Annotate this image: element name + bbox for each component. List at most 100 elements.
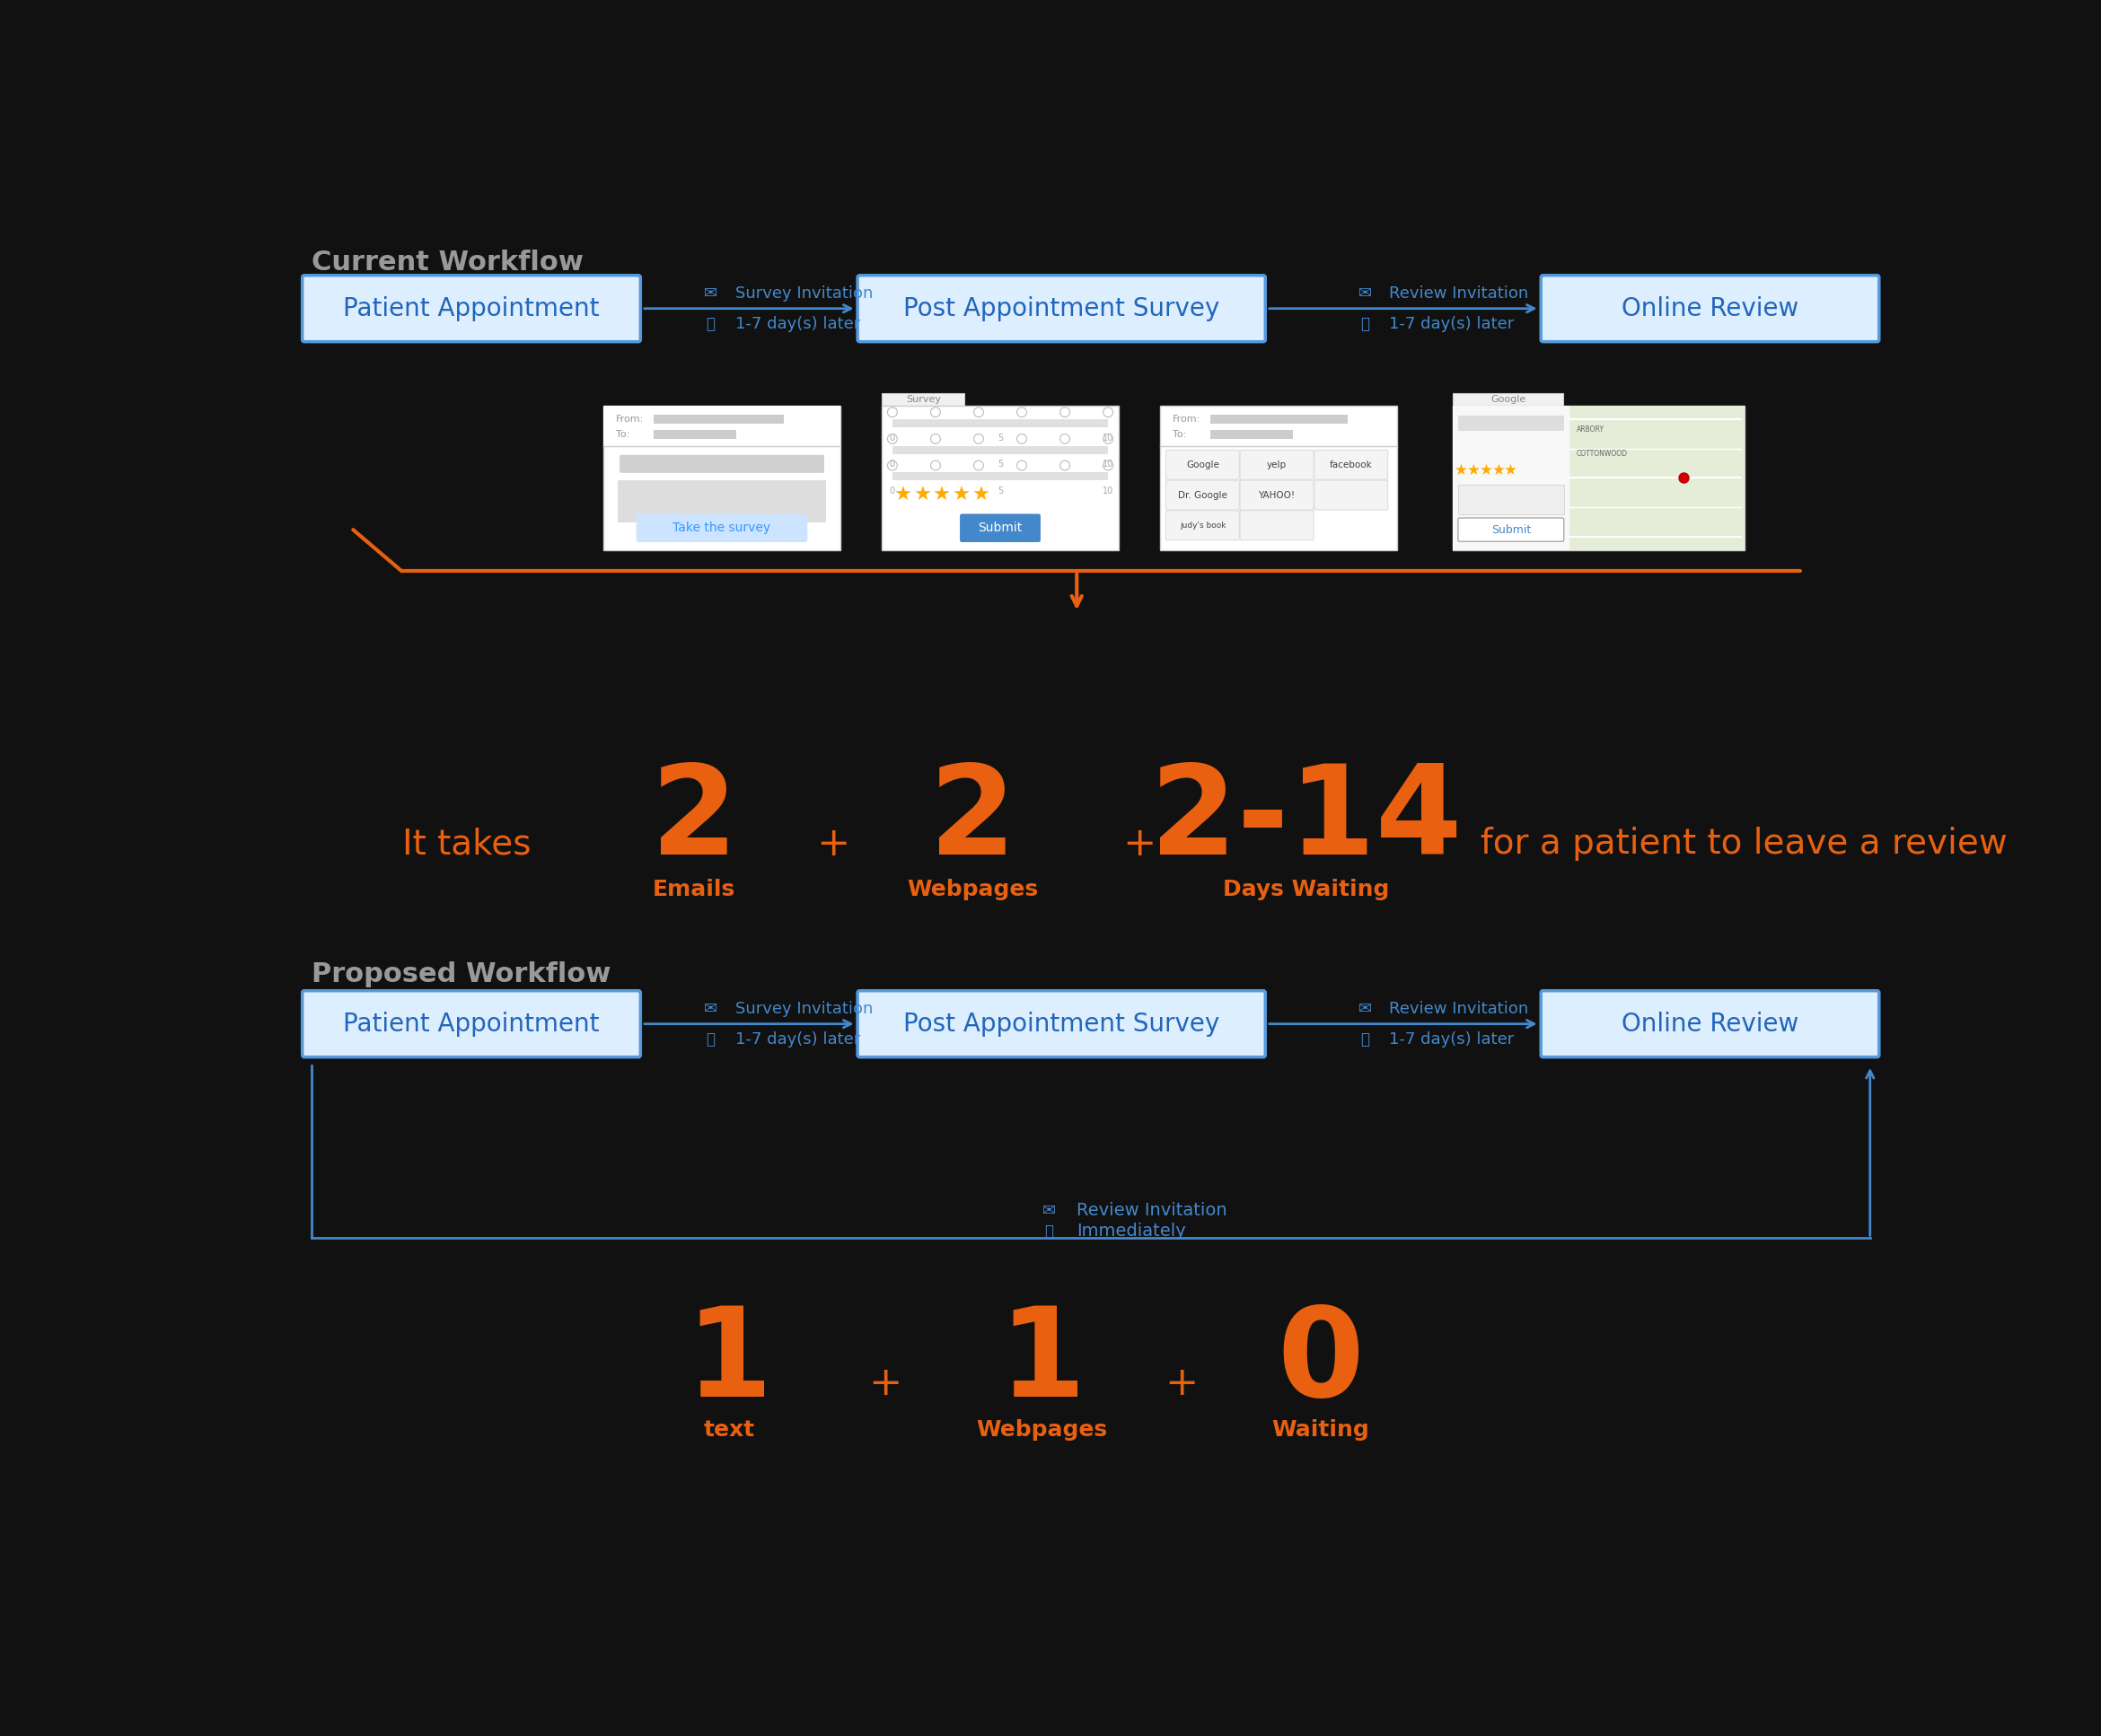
FancyBboxPatch shape: [1458, 415, 1563, 431]
Text: Survey: Survey: [906, 394, 941, 403]
Text: for a patient to leave a review: for a patient to leave a review: [1481, 826, 2006, 861]
Text: Emails: Emails: [653, 878, 735, 899]
Text: 0: 0: [1277, 1302, 1364, 1424]
FancyBboxPatch shape: [1315, 450, 1389, 479]
Text: +: +: [817, 825, 851, 863]
Text: ★: ★: [914, 486, 931, 503]
FancyBboxPatch shape: [1540, 276, 1878, 342]
FancyBboxPatch shape: [1240, 450, 1313, 479]
Text: 0: 0: [889, 434, 895, 443]
Text: ✉: ✉: [704, 285, 719, 302]
Text: From:: From:: [1172, 415, 1202, 424]
Text: YAHOO!: YAHOO!: [1258, 491, 1296, 500]
FancyBboxPatch shape: [620, 455, 824, 472]
Text: Post Appointment Survey: Post Appointment Survey: [903, 295, 1219, 321]
FancyBboxPatch shape: [303, 991, 641, 1057]
Text: Submit: Submit: [979, 521, 1023, 535]
FancyBboxPatch shape: [1315, 481, 1389, 510]
FancyBboxPatch shape: [1458, 484, 1563, 514]
Text: Google: Google: [1490, 394, 1525, 403]
Text: Patient Appointment: Patient Appointment: [342, 1012, 599, 1036]
FancyBboxPatch shape: [960, 514, 1040, 542]
Text: 2: 2: [929, 759, 1015, 880]
FancyBboxPatch shape: [1166, 510, 1240, 540]
Text: ★: ★: [1504, 462, 1517, 479]
FancyBboxPatch shape: [882, 404, 1118, 550]
FancyBboxPatch shape: [303, 276, 641, 342]
Text: Webpages: Webpages: [908, 878, 1038, 899]
Text: 1-7 day(s) later: 1-7 day(s) later: [1389, 1031, 1515, 1047]
FancyBboxPatch shape: [1210, 431, 1294, 439]
FancyBboxPatch shape: [1452, 392, 1563, 404]
FancyBboxPatch shape: [1210, 415, 1347, 424]
FancyBboxPatch shape: [1458, 517, 1563, 542]
Text: ARBORY: ARBORY: [1576, 425, 1605, 434]
Text: ★: ★: [1479, 462, 1492, 479]
FancyBboxPatch shape: [1569, 404, 1744, 550]
Text: ★: ★: [952, 486, 971, 503]
Text: 0: 0: [889, 486, 895, 495]
Text: Survey Invitation: Survey Invitation: [735, 1000, 872, 1017]
FancyBboxPatch shape: [603, 404, 840, 446]
Text: 5: 5: [998, 486, 1002, 495]
FancyBboxPatch shape: [893, 446, 1107, 455]
Text: text: text: [704, 1420, 754, 1441]
FancyBboxPatch shape: [653, 431, 737, 439]
Text: From:: From:: [616, 415, 645, 424]
FancyBboxPatch shape: [653, 415, 784, 424]
Text: 5: 5: [998, 434, 1002, 443]
Text: 5: 5: [998, 460, 1002, 469]
Text: ✉: ✉: [1357, 1000, 1372, 1017]
Text: 10: 10: [1103, 460, 1114, 469]
Text: ★: ★: [1492, 462, 1504, 479]
Text: 2: 2: [651, 759, 737, 880]
FancyBboxPatch shape: [1452, 404, 1744, 550]
Text: yelp: yelp: [1267, 460, 1286, 469]
Text: Submit: Submit: [1492, 524, 1532, 535]
FancyBboxPatch shape: [882, 392, 964, 404]
Text: ⏱: ⏱: [1359, 316, 1370, 332]
FancyBboxPatch shape: [603, 404, 840, 550]
Text: 10: 10: [1103, 486, 1114, 495]
Text: Review Invitation: Review Invitation: [1389, 285, 1530, 302]
Text: ✉: ✉: [1357, 285, 1372, 302]
FancyBboxPatch shape: [1240, 510, 1313, 540]
Text: ⏱: ⏱: [1359, 1031, 1370, 1047]
Text: Review Invitation: Review Invitation: [1389, 1000, 1530, 1017]
Text: Dr. Google: Dr. Google: [1179, 491, 1227, 500]
FancyBboxPatch shape: [1540, 991, 1878, 1057]
Text: +: +: [1164, 1364, 1198, 1403]
FancyBboxPatch shape: [857, 276, 1265, 342]
Text: Proposed Workflow: Proposed Workflow: [311, 962, 611, 988]
Text: To:: To:: [1172, 431, 1187, 439]
Text: ⏱: ⏱: [706, 316, 714, 332]
FancyBboxPatch shape: [1166, 450, 1240, 479]
Text: Survey Invitation: Survey Invitation: [735, 285, 872, 302]
FancyBboxPatch shape: [857, 991, 1265, 1057]
FancyBboxPatch shape: [1240, 481, 1313, 510]
Text: ✉: ✉: [1042, 1203, 1055, 1219]
Text: Days Waiting: Days Waiting: [1223, 878, 1389, 899]
Text: Take the survey: Take the survey: [672, 521, 771, 535]
Text: Current Workflow: Current Workflow: [311, 250, 584, 276]
Text: 0: 0: [889, 460, 895, 469]
FancyBboxPatch shape: [618, 481, 826, 523]
Text: 1: 1: [685, 1302, 773, 1424]
Text: ✉: ✉: [704, 1000, 719, 1017]
Text: ★: ★: [1454, 462, 1466, 479]
Text: 1-7 day(s) later: 1-7 day(s) later: [735, 316, 859, 332]
FancyBboxPatch shape: [637, 514, 807, 542]
Text: ★: ★: [1466, 462, 1479, 479]
Text: ⏱: ⏱: [1044, 1224, 1053, 1240]
Text: judy's book: judy's book: [1179, 521, 1225, 529]
FancyBboxPatch shape: [893, 472, 1107, 481]
Text: 1-7 day(s) later: 1-7 day(s) later: [1389, 316, 1515, 332]
Text: To:: To:: [616, 431, 630, 439]
Text: Online Review: Online Review: [1622, 295, 1798, 321]
Text: Review Invitation: Review Invitation: [1076, 1201, 1227, 1219]
FancyBboxPatch shape: [1166, 481, 1240, 510]
Text: Post Appointment Survey: Post Appointment Survey: [903, 1012, 1219, 1036]
Text: +: +: [868, 1364, 901, 1403]
Text: It takes: It takes: [401, 826, 532, 861]
Text: 1-7 day(s) later: 1-7 day(s) later: [735, 1031, 859, 1047]
